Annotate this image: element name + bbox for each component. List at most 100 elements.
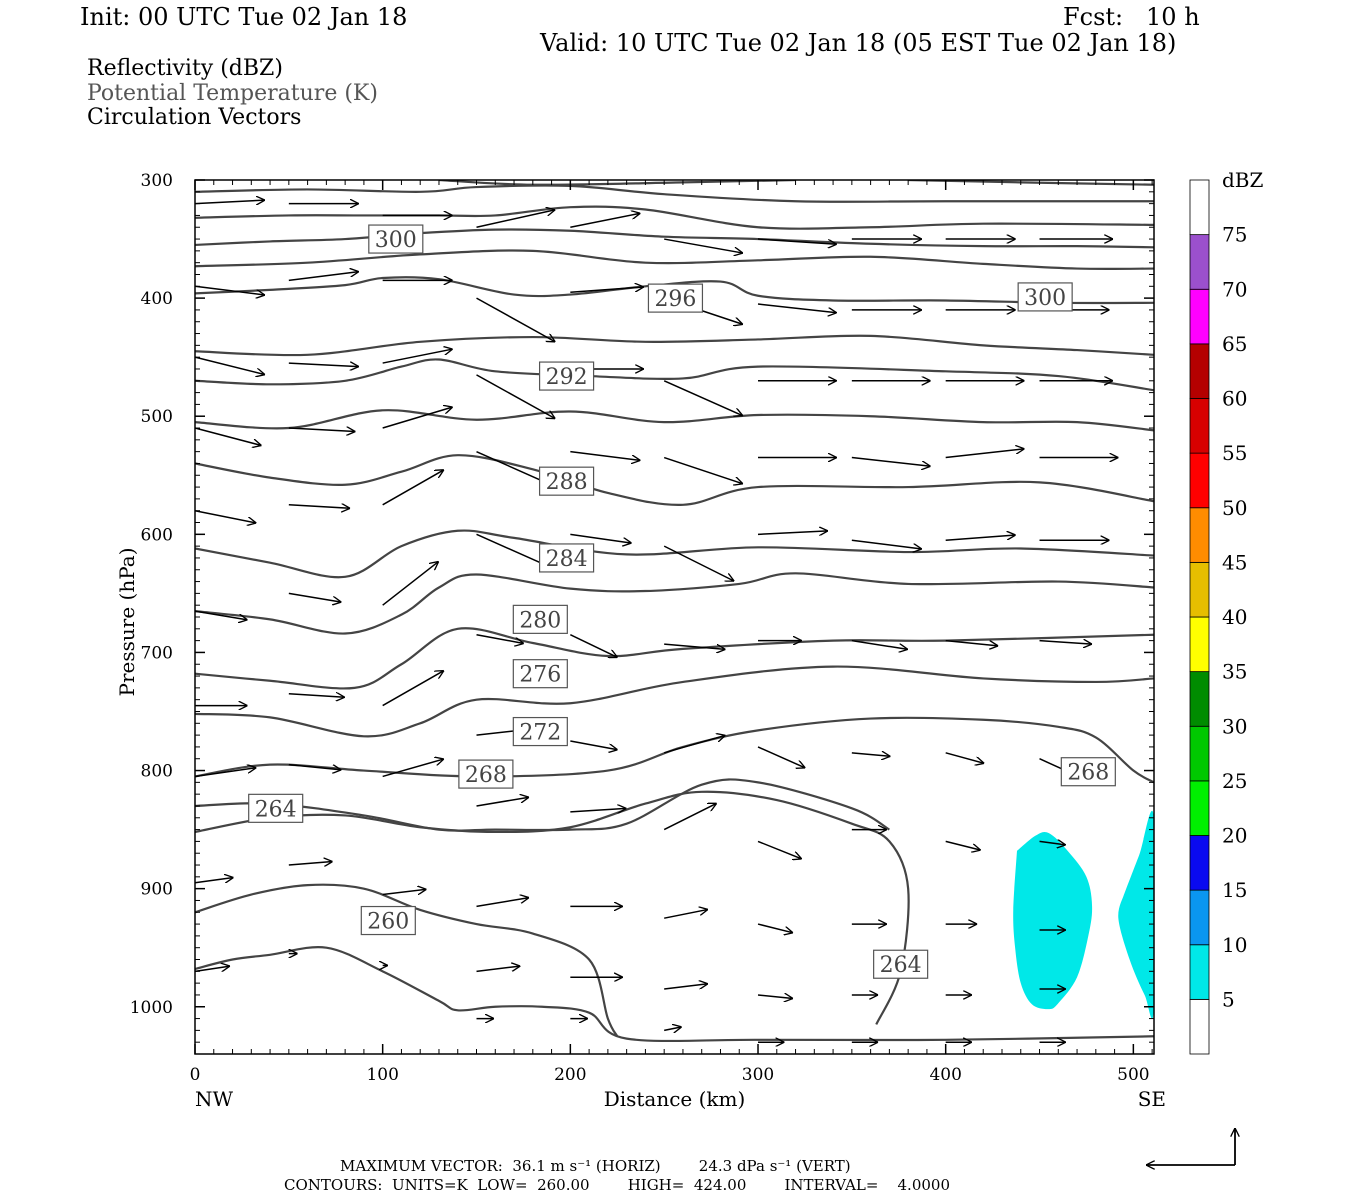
circulation-vector <box>757 303 837 313</box>
colorbar-tick-label: 15 <box>1222 878 1247 902</box>
colorbar: 5 10 15 20 25 30 35 40 45 50 55 60 65 70 75 dBZ <box>1189 168 1264 1055</box>
circulation-vector <box>851 753 891 757</box>
colorbar-swatch <box>1189 725 1210 782</box>
contour-label-288: 288 <box>538 466 595 496</box>
theta-contour-276-6 <box>195 627 1154 690</box>
colorbar-swatch <box>1189 179 1210 236</box>
contour-label-276: 276 <box>512 659 568 689</box>
circulation-vector <box>570 808 626 812</box>
colorbar-swatch <box>1189 452 1210 509</box>
colorbar-swatch <box>1189 944 1210 1000</box>
colorbar-tick-label: 25 <box>1222 769 1247 793</box>
circulation-vector <box>476 210 556 228</box>
contour-info-note: CONTOURS: UNITS=K LOW= 260.00 HIGH= 424.… <box>284 1176 950 1194</box>
circulation-vector <box>288 592 342 602</box>
contour-label-260: 260 <box>360 905 416 936</box>
contour-label-296: 296 <box>647 283 704 313</box>
contour-label-268: 268 <box>1060 757 1116 787</box>
circulation-vector <box>288 505 350 509</box>
x-left-end-label: NW <box>195 1087 234 1111</box>
circulation-vector <box>288 272 359 282</box>
circulation-vector <box>194 509 256 523</box>
legend-potential-temperature: Potential Temperature (K) <box>87 81 378 106</box>
colorbar-tick-label: 70 <box>1222 277 1247 301</box>
max-vector-note: MAXIMUM VECTOR: 36.1 m s⁻¹ (HORIZ) 24.3 … <box>340 1157 851 1175</box>
svg-text:268: 268 <box>1067 761 1109 786</box>
theta-contour-284-8 <box>195 529 1154 579</box>
y-axis-title: Pressure (hPa) <box>115 548 139 697</box>
colorbar-swatch <box>1189 780 1210 836</box>
colorbar-swatch <box>1189 398 1210 454</box>
colorbar-tick-label: 65 <box>1222 332 1247 356</box>
contour-label-layer: 300 296 300 292 288 284 280 276 272 268 268 264 260 2… <box>248 224 1116 979</box>
y-tick-label: 1000 <box>130 998 173 1018</box>
svg-text:296: 296 <box>654 287 696 312</box>
legend-circulation-vectors: Circulation Vectors <box>87 105 302 130</box>
circulation-vector <box>945 752 985 764</box>
circulation-vector <box>851 539 922 549</box>
forecast-hour: Fcst: 10 h <box>1063 3 1200 31</box>
circulation-vector <box>757 840 802 859</box>
circulation-vector <box>945 449 1025 459</box>
circulation-vector <box>945 639 999 646</box>
colorbar-swatch <box>1189 889 1210 946</box>
y-tick-label: 500 <box>141 407 173 427</box>
circulation-vector <box>663 803 717 831</box>
x-tick-label: 300 <box>742 1065 774 1085</box>
colorbar-swatch <box>1189 288 1210 345</box>
circulation-vector <box>664 238 743 253</box>
circulation-vector <box>476 898 530 908</box>
circulation-vector <box>382 470 444 506</box>
colorbar-swatch <box>1189 671 1210 727</box>
circulation-vector <box>382 759 444 778</box>
svg-text:284: 284 <box>546 547 588 572</box>
svg-text:264: 264 <box>880 953 922 978</box>
reference-vector-icon <box>1146 1128 1235 1165</box>
circulation-vector <box>382 349 453 364</box>
contour-label-284: 284 <box>538 543 595 573</box>
circulation-vector <box>664 1027 682 1031</box>
svg-text:300: 300 <box>1024 286 1066 311</box>
colorbar-tick-label: 50 <box>1222 496 1247 520</box>
y-tick-label: 800 <box>141 762 173 782</box>
contour-label-292: 292 <box>538 361 595 391</box>
circulation-vector <box>288 862 333 866</box>
theta-contour-316-17 <box>195 249 1154 271</box>
theta-contour-300-13 <box>195 205 1154 230</box>
circulation-vector <box>288 428 356 432</box>
circulation-vector <box>194 610 248 620</box>
circulation-vector <box>476 297 556 342</box>
x-right-end-label: SE <box>1138 1087 1166 1111</box>
circulation-vector <box>570 450 640 461</box>
svg-text:292: 292 <box>546 365 588 390</box>
circulation-vector <box>382 407 453 429</box>
circulation-vector <box>757 746 805 768</box>
contour-label-272: 272 <box>512 716 568 747</box>
theta-contour-288-9 <box>195 454 1154 506</box>
circulation-vector <box>194 768 256 778</box>
colorbar-tick-label: 35 <box>1222 660 1247 684</box>
theta-contour-280-7 <box>195 572 1154 635</box>
circulation-vector <box>851 456 931 467</box>
theta-contour-268-4 <box>195 716 1154 784</box>
circulation-vector <box>757 531 828 535</box>
colorbar-tick-label: 55 <box>1222 441 1247 465</box>
circulation-vector <box>570 287 644 293</box>
contour-label-300: 300 <box>368 224 424 254</box>
y-tick-label: 400 <box>141 289 173 309</box>
theta-contour-324-19 <box>195 409 1154 432</box>
circulation-vector <box>1039 841 1066 845</box>
circulation-vector <box>194 427 262 446</box>
theta-contour-272-5 <box>195 665 1154 738</box>
valid-time: Valid: 10 UTC Tue 02 Jan 18 (05 EST Tue … <box>540 29 1177 57</box>
colorbar-swatch <box>1189 835 1210 891</box>
circulation-vector <box>570 634 617 658</box>
colorbar-tick-label: 5 <box>1222 987 1235 1011</box>
colorbar-swatch <box>1189 507 1210 563</box>
svg-text:260: 260 <box>367 910 409 935</box>
colorbar-tick-label: 10 <box>1222 933 1247 957</box>
colorbar-swatch <box>1189 343 1210 399</box>
circulation-vector <box>757 923 793 933</box>
svg-text:276: 276 <box>519 663 561 688</box>
